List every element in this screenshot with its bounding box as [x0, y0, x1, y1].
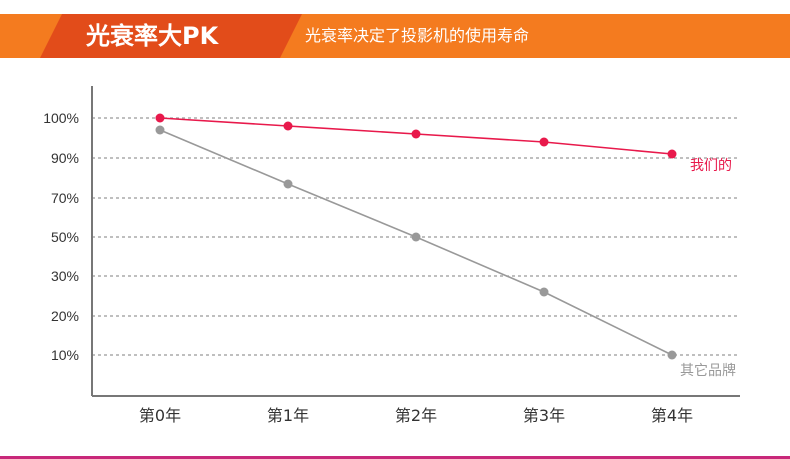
- x-tick-label: 第0年: [139, 406, 181, 425]
- y-tick-label: 50%: [51, 229, 79, 245]
- x-tick-label: 第3年: [523, 406, 565, 425]
- y-tick-label: 90%: [51, 150, 79, 166]
- x-tick-label: 第4年: [651, 406, 693, 425]
- data-point: [155, 113, 165, 123]
- y-tick-label: 70%: [51, 190, 79, 206]
- page-subtitle: 光衰率决定了投影机的使用寿命: [305, 26, 530, 45]
- series-label: 其它品牌: [680, 362, 736, 379]
- data-point: [411, 232, 421, 242]
- x-tick-label: 第2年: [395, 406, 437, 425]
- data-point: [539, 287, 549, 297]
- title-tab: [40, 14, 302, 58]
- y-tick-label: 20%: [51, 308, 79, 324]
- y-tick-label: 30%: [51, 268, 79, 284]
- series-label: 我们的: [690, 158, 732, 174]
- data-point: [283, 121, 293, 131]
- x-tick-label: 第1年: [267, 406, 309, 425]
- page-title: 光衰率大PK: [86, 22, 219, 50]
- y-tick-label: 10%: [51, 347, 79, 363]
- footer-divider: [0, 456, 790, 459]
- data-point: [155, 125, 165, 135]
- data-point: [667, 149, 677, 159]
- data-point: [283, 179, 293, 189]
- y-tick-label: 100%: [43, 110, 79, 126]
- data-point: [667, 350, 677, 360]
- data-point: [539, 137, 549, 147]
- data-point: [411, 129, 421, 139]
- series-line-1: [159, 129, 673, 356]
